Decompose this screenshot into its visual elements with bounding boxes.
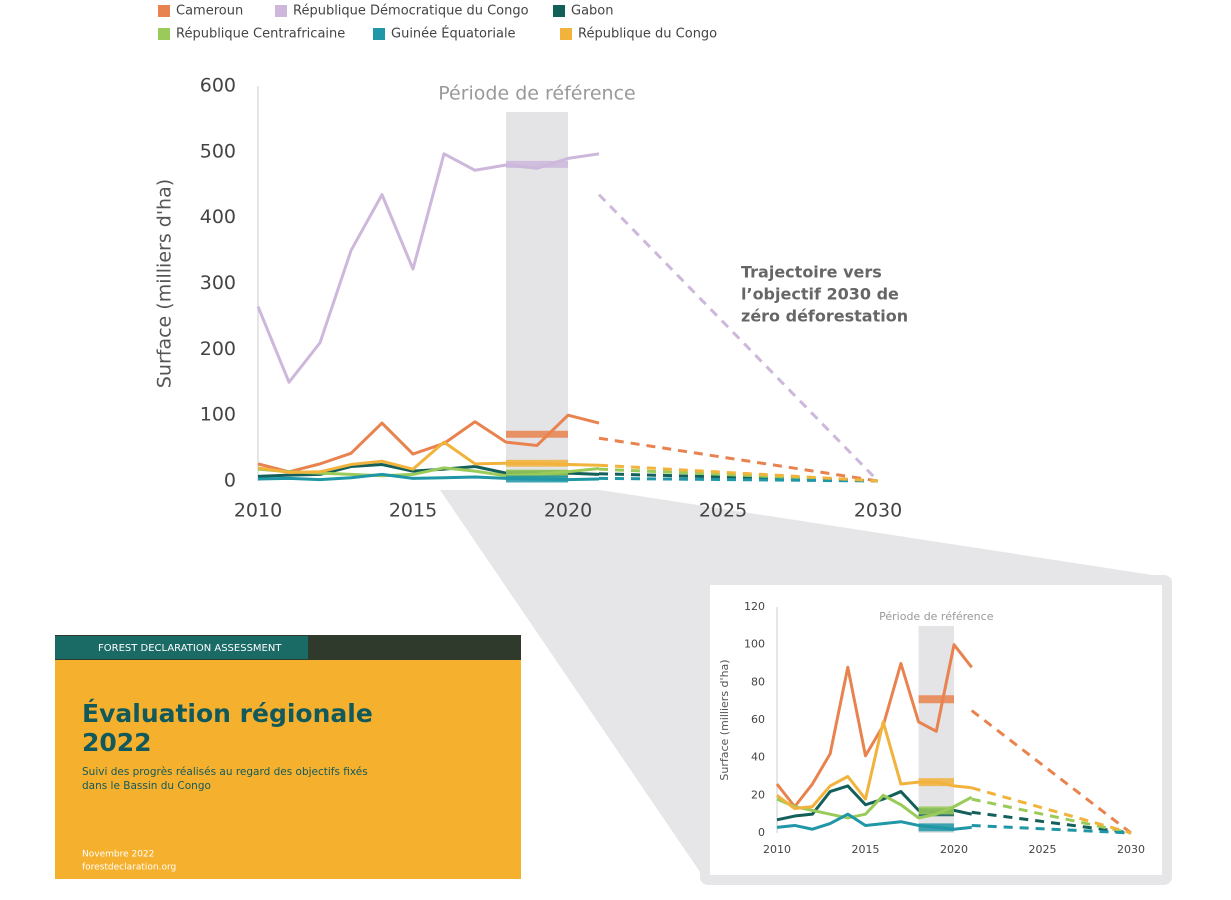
trajectory-line xyxy=(971,810,1132,835)
legend-label: République Démocratique du Congo xyxy=(293,4,529,19)
trajectory-line xyxy=(598,463,879,483)
cover-subtitle: Suivi des progrès réalisés au regard des… xyxy=(82,766,368,778)
annotation: l’objectif 2030 de xyxy=(741,285,899,304)
series-line xyxy=(775,643,973,809)
cover-subtitle: dans le Bassin du Congo xyxy=(82,780,211,792)
y-tick-label: 80 xyxy=(751,675,765,688)
y-tick-label: 100 xyxy=(744,638,765,651)
trajectory-line xyxy=(597,193,880,483)
cover-banner xyxy=(55,636,308,659)
legend-label: Guinée Équatoriale xyxy=(391,26,516,42)
y-tick-label: 100 xyxy=(200,404,236,426)
legend-swatch xyxy=(373,28,385,40)
trajectory-line xyxy=(971,786,1132,835)
trajectory-line xyxy=(971,823,1132,835)
reference-band xyxy=(506,112,568,481)
cover-date: Novembre 2022 xyxy=(82,850,154,860)
cover-title: 2022 xyxy=(82,728,152,757)
cover-background xyxy=(55,635,521,879)
x-tick-label: 2015 xyxy=(389,500,437,522)
y-tick-label: 200 xyxy=(200,338,236,360)
y-tick-label: 600 xyxy=(200,75,236,97)
x-tick-label: 2025 xyxy=(699,500,747,522)
y-tick-label: 60 xyxy=(751,713,765,726)
y-tick-label: 40 xyxy=(751,751,765,764)
x-tick-label: 2010 xyxy=(763,843,791,856)
trajectory-line xyxy=(970,709,1132,835)
legend-label: République du Congo xyxy=(578,27,717,42)
legend-swatch xyxy=(560,28,572,40)
x-tick-label: 2015 xyxy=(852,843,880,856)
y-tick-label: 400 xyxy=(200,206,236,228)
x-tick-label: 2025 xyxy=(1029,843,1057,856)
legend-label: Gabon xyxy=(571,4,614,19)
y-tick-label: 20 xyxy=(751,788,765,801)
legend-swatch xyxy=(158,28,170,40)
band-label: Période de référence xyxy=(879,610,994,623)
cover-banner-text: FOREST DECLARATION ASSESSMENT xyxy=(98,643,282,654)
series-line xyxy=(257,413,600,474)
cover-title: Évaluation régionale xyxy=(82,699,373,728)
y-tick-label: 120 xyxy=(744,600,765,613)
x-tick-label: 2030 xyxy=(854,500,902,522)
trajectory-line xyxy=(598,472,879,483)
y-tick-label: 0 xyxy=(224,470,236,492)
trajectory-line xyxy=(598,436,879,483)
trajectory-line xyxy=(971,797,1132,835)
legend-swatch xyxy=(275,5,287,17)
annotation: Trajectoire vers xyxy=(741,263,882,282)
x-tick-label: 2020 xyxy=(940,843,968,856)
x-tick-label: 2030 xyxy=(1117,843,1145,856)
trajectory-line xyxy=(598,476,879,483)
x-tick-label: 2020 xyxy=(544,500,592,522)
trajectory-line xyxy=(598,467,879,483)
cover-website: forestdeclaration.org xyxy=(82,863,176,873)
legend-label: République Centrafricaine xyxy=(176,27,345,42)
y-tick-label: 0 xyxy=(758,826,765,839)
y-tick-label: 500 xyxy=(200,140,236,162)
legend-label: Cameroun xyxy=(176,4,243,19)
cover: FOREST DECLARATION ASSESSMENT Évaluation… xyxy=(55,635,521,879)
legend-swatch xyxy=(158,5,170,17)
annotation: zéro déforestation xyxy=(741,307,908,326)
legend-swatch xyxy=(553,5,565,17)
band-label: Période de référence xyxy=(438,83,636,105)
y-axis-label: Surface (milliers d'ha) xyxy=(718,659,731,780)
x-tick-label: 2010 xyxy=(234,500,282,522)
y-axis-label: Surface (milliers d'ha) xyxy=(154,179,176,388)
y-tick-label: 300 xyxy=(200,272,236,294)
